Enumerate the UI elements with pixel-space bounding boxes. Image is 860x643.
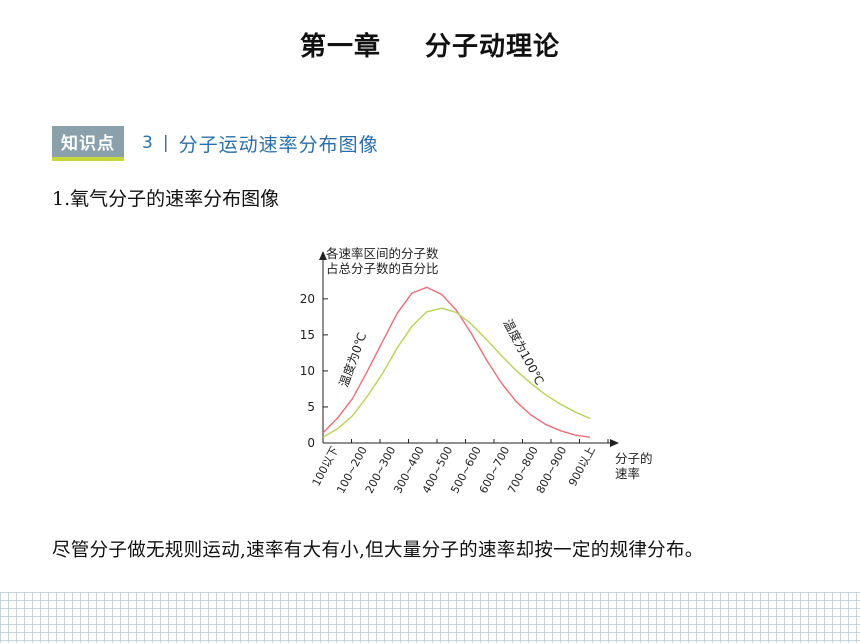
x-axis-label: 速率 xyxy=(615,466,640,481)
knowledge-point-number: 3 xyxy=(142,133,153,153)
series-line-cold xyxy=(322,286,591,438)
page-title: 第一章 分子动理论 xyxy=(0,26,860,63)
subheading: 1.氧气分子的速率分布图像 xyxy=(52,188,280,210)
x-tick-label: 100以下 xyxy=(310,444,342,488)
y-tick-label: 5 xyxy=(307,400,315,414)
x-tick-label: 900以上 xyxy=(566,444,598,488)
summary-text: 尽管分子做无规则运动,速率有大有小,但大量分子的速率却按一定的规律分布。 xyxy=(52,540,704,561)
x-axis-label: 分子的 xyxy=(615,451,653,466)
y-axis-arrow xyxy=(319,251,327,260)
knowledge-point-title: 分子运动速率分布图像 xyxy=(178,133,379,156)
chapter-title: 分子动理论 xyxy=(425,32,561,62)
y-tick-label: 15 xyxy=(300,328,315,342)
series-label-cold: 温度为0℃ xyxy=(336,330,370,389)
x-axis-arrow xyxy=(610,439,619,447)
knowledge-point-badge: 知识点 xyxy=(52,125,124,161)
y-tick-label: 0 xyxy=(307,436,315,450)
speed-distribution-chart: 05101520100以下100~200200~300300~400400~50… xyxy=(300,246,653,496)
y-tick-label: 10 xyxy=(300,364,315,378)
decorative-grid-footer xyxy=(0,592,860,643)
knowledge-point-header: 知识点 3 | 分子运动速率分布图像 xyxy=(52,125,379,161)
chapter-number: 第一章 xyxy=(299,32,381,62)
y-axis-label: 各速率区间的分子数 xyxy=(326,246,439,261)
y-tick-label: 20 xyxy=(300,292,315,306)
knowledge-point-separator: | xyxy=(162,133,169,153)
y-axis-label: 占总分子数的百分比 xyxy=(326,261,439,276)
series-line-hot xyxy=(322,307,591,438)
